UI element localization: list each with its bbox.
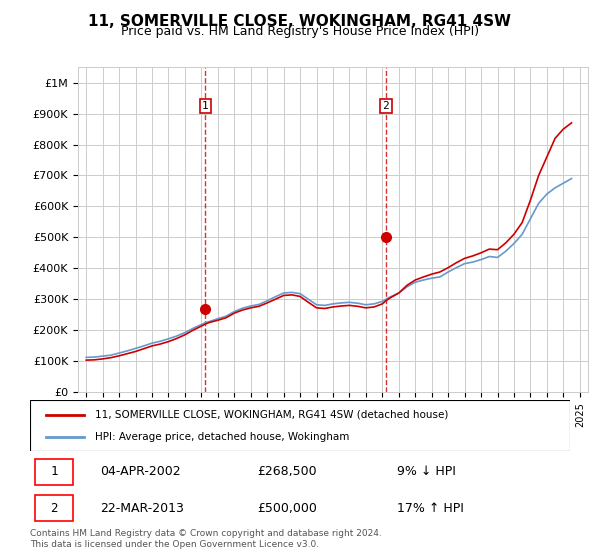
Text: HPI: Average price, detached house, Wokingham: HPI: Average price, detached house, Woki… [95,432,349,442]
Text: Contains HM Land Registry data © Crown copyright and database right 2024.
This d: Contains HM Land Registry data © Crown c… [30,529,382,549]
Text: 17% ↑ HPI: 17% ↑ HPI [397,502,464,515]
Text: 22-MAR-2013: 22-MAR-2013 [100,502,184,515]
Text: £268,500: £268,500 [257,465,316,478]
Text: 2: 2 [383,101,389,111]
Text: 11, SOMERVILLE CLOSE, WOKINGHAM, RG41 4SW: 11, SOMERVILLE CLOSE, WOKINGHAM, RG41 4S… [89,14,511,29]
Text: 1: 1 [202,101,209,111]
Text: 11, SOMERVILLE CLOSE, WOKINGHAM, RG41 4SW (detached house): 11, SOMERVILLE CLOSE, WOKINGHAM, RG41 4S… [95,409,448,419]
FancyBboxPatch shape [35,495,73,521]
FancyBboxPatch shape [35,459,73,485]
Text: 1: 1 [50,465,58,478]
FancyBboxPatch shape [30,400,570,451]
Text: £500,000: £500,000 [257,502,317,515]
Text: 04-APR-2002: 04-APR-2002 [100,465,181,478]
Text: 9% ↓ HPI: 9% ↓ HPI [397,465,456,478]
Text: 2: 2 [50,502,58,515]
Text: Price paid vs. HM Land Registry's House Price Index (HPI): Price paid vs. HM Land Registry's House … [121,25,479,38]
